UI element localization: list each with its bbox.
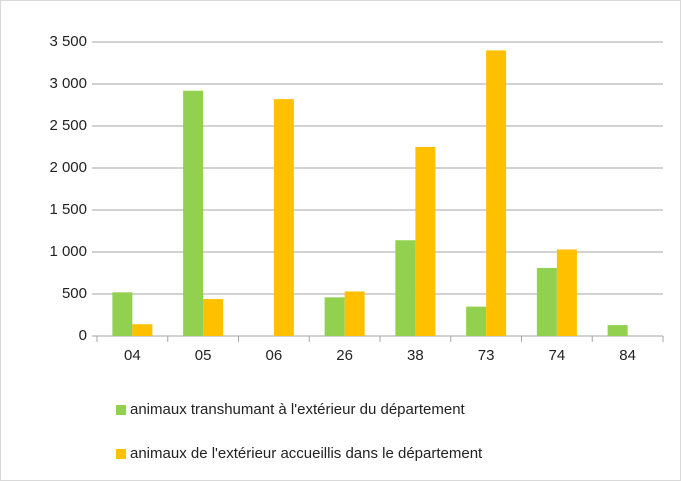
- bar: [466, 306, 487, 336]
- y-tick-label: 3 000: [49, 75, 87, 92]
- legend-swatch: [116, 405, 126, 415]
- y-tick-label: 1 500: [49, 201, 87, 218]
- bar: [607, 325, 628, 336]
- x-tick-label: 05: [195, 347, 212, 364]
- bar: [324, 297, 345, 336]
- bar: [344, 291, 365, 336]
- bar: [132, 324, 153, 336]
- bar: [556, 249, 577, 336]
- x-tick-label: 06: [266, 347, 283, 364]
- bar: [273, 99, 294, 337]
- x-tick-label: 73: [478, 347, 495, 364]
- legend-label: animaux de l'extérieur accueillis dans l…: [130, 445, 483, 462]
- bar: [203, 299, 224, 336]
- bar: [183, 90, 204, 336]
- bar: [536, 267, 557, 336]
- y-tick-label: 3 500: [49, 33, 87, 50]
- legend-label: animaux transhumant à l'extérieur du dép…: [130, 401, 466, 418]
- y-tick-label: 1 000: [49, 243, 87, 260]
- bar: [486, 50, 507, 337]
- y-tick-label: 500: [62, 285, 87, 302]
- bar: [112, 292, 133, 336]
- x-tick-label: 84: [619, 347, 636, 364]
- x-tick-label: 74: [549, 347, 566, 364]
- bar: [395, 240, 416, 336]
- y-tick-label: 2 000: [49, 159, 87, 176]
- y-tick-label: 2 500: [49, 117, 87, 134]
- x-tick-label: 04: [124, 347, 141, 364]
- bar: [415, 147, 436, 336]
- y-tick-label: 0: [79, 327, 87, 344]
- x-tick-label: 26: [336, 347, 353, 364]
- legend-swatch: [116, 449, 126, 459]
- x-tick-label: 38: [407, 347, 424, 364]
